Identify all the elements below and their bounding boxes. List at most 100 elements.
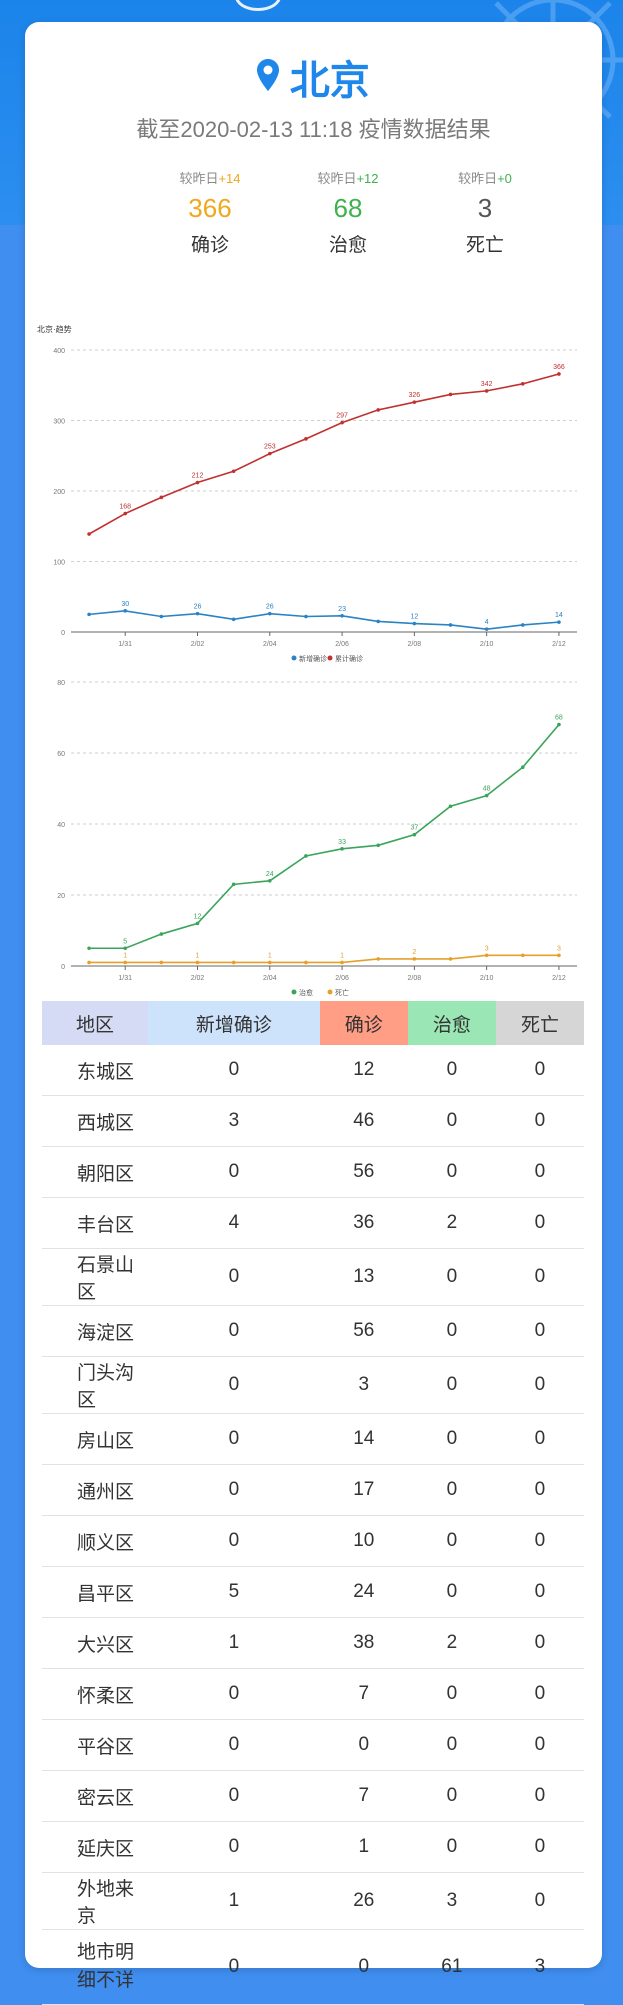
data-label: 3 — [485, 945, 489, 952]
table-cell: 0 — [495, 1305, 584, 1357]
legend-label: 死亡 — [335, 988, 349, 997]
data-label: 48 — [483, 786, 491, 793]
table-cell: 0 — [407, 1821, 496, 1873]
table-cell: 3 — [148, 1095, 320, 1147]
legend-marker — [327, 989, 333, 995]
table-header-cell: 新增确诊 — [148, 1001, 320, 1045]
table-cell: 0 — [495, 1872, 584, 1930]
table-row: 外地来京 1 26 3 0 — [42, 1872, 584, 1930]
table-cell: 12 — [319, 1045, 408, 1096]
data-point — [87, 532, 91, 536]
table-cell: 0 — [495, 1770, 584, 1822]
x-tick-label: 2/12 — [552, 641, 566, 648]
data-point — [340, 960, 344, 965]
table-cell: 0 — [148, 1248, 320, 1306]
data-label: 26 — [194, 604, 202, 611]
table-cell: 24 — [319, 1566, 408, 1618]
data-point — [159, 495, 164, 500]
table-cell: 7 — [319, 1770, 408, 1822]
region-name-cell: 丰台区 — [42, 1197, 148, 1249]
series-line — [89, 724, 560, 950]
data-point — [340, 613, 344, 618]
stat-delta: 较昨日+0 — [458, 171, 512, 186]
table-cell: 2 — [407, 1197, 496, 1249]
table-cell: 0 — [495, 1515, 584, 1567]
table-cell: 0 — [407, 1413, 496, 1465]
legend-label: 治愈 — [299, 988, 313, 997]
data-label: 366 — [553, 364, 565, 371]
data-point — [412, 621, 417, 626]
data-point — [520, 765, 525, 769]
legend-label: 累计确诊 — [335, 654, 363, 663]
series-line — [88, 373, 560, 535]
x-tick-label: 2/04 — [263, 975, 277, 982]
table-cell: 0 — [495, 1146, 584, 1198]
data-point — [267, 451, 272, 456]
stat-label: 确诊 — [190, 235, 229, 256]
region-name-cell: 门头沟区 — [42, 1356, 148, 1414]
table-row: 平谷区 0 0 0 0 — [42, 1719, 584, 1771]
region-name-cell: 房山区 — [42, 1413, 148, 1465]
region-table: 地区 新增确诊 确诊 治愈 死亡 东城区 0 12 0 0 西城区 3 46 0 0 朝阳区 0 56 0 0 丰台区… — [42, 1001, 584, 2005]
data-point — [231, 960, 236, 965]
data-point — [267, 879, 272, 883]
table-row: 延庆区 0 1 0 0 — [42, 1821, 584, 1873]
table-row: 西城区 3 46 0 0 — [42, 1095, 584, 1147]
data-point — [123, 609, 128, 613]
chart-title: 北京·趋势 — [37, 324, 72, 334]
legend-label: 新增确诊 — [299, 654, 327, 663]
data-point — [412, 957, 417, 961]
title-row: 北京 — [25, 48, 602, 106]
region-name-cell: 怀柔区 — [42, 1668, 148, 1720]
x-tick-label: 2/02 — [191, 975, 205, 982]
data-label: 342 — [481, 381, 493, 388]
data-point — [87, 946, 91, 951]
data-label: 23 — [338, 606, 346, 613]
table-cell: 0 — [148, 1356, 320, 1414]
data-label: 12 — [410, 614, 418, 621]
data-point — [376, 843, 381, 848]
data-point — [304, 960, 308, 965]
data-point — [484, 953, 489, 958]
table-cell: 0 — [407, 1515, 496, 1567]
y-tick-label: 400 — [53, 348, 65, 355]
stat-delta: 较昨日+14 — [179, 171, 241, 186]
data-point — [448, 804, 453, 809]
table-cell: 0 — [148, 1515, 320, 1567]
x-tick-label: 1/31 — [118, 975, 132, 982]
epidemic-card: 北京 截至2020-02-13 11:18 疫情数据结果 较昨日+14 366 … — [25, 22, 602, 2005]
table-cell: 3 — [495, 1929, 584, 2005]
data-point — [159, 932, 164, 936]
table-cell: 0 — [148, 1821, 320, 1873]
data-point — [376, 957, 381, 961]
data-point — [557, 722, 561, 727]
table-row: 通州区 0 17 0 0 — [42, 1464, 584, 1516]
x-tick-label: 1/31 — [118, 641, 132, 648]
data-label: 326 — [409, 392, 421, 399]
region-name-cell: 密云区 — [42, 1770, 148, 1822]
data-label: 5 — [123, 938, 127, 945]
table-cell: 0 — [148, 1413, 320, 1465]
data-label: 12 — [194, 913, 202, 920]
data-point — [484, 793, 489, 798]
table-row: 怀柔区 0 7 0 0 — [42, 1668, 584, 1720]
table-row: 昌平区 5 24 0 0 — [42, 1566, 584, 1618]
data-point — [484, 389, 489, 393]
region-name-cell: 延庆区 — [42, 1821, 148, 1873]
data-point — [412, 832, 417, 837]
table-cell: 0 — [495, 1413, 584, 1465]
x-tick-label: 2/08 — [408, 975, 422, 982]
table-cell: 1 — [148, 1617, 320, 1669]
x-tick-label: 2/12 — [552, 975, 566, 982]
table-header-cell: 治愈 — [407, 1001, 496, 1045]
stat-cured: 较昨日+12 68 治愈 — [273, 168, 423, 257]
stat-dead: 较昨日+0 3 死亡 — [410, 168, 560, 257]
table-cell: 0 — [407, 1719, 496, 1771]
data-point — [123, 946, 128, 951]
table-cell: 46 — [319, 1095, 408, 1147]
table-cell: 26 — [319, 1872, 408, 1930]
data-point — [304, 437, 308, 441]
data-point — [340, 420, 344, 425]
y-tick-label: 100 — [53, 560, 65, 567]
table-cell: 1 — [319, 1821, 408, 1873]
